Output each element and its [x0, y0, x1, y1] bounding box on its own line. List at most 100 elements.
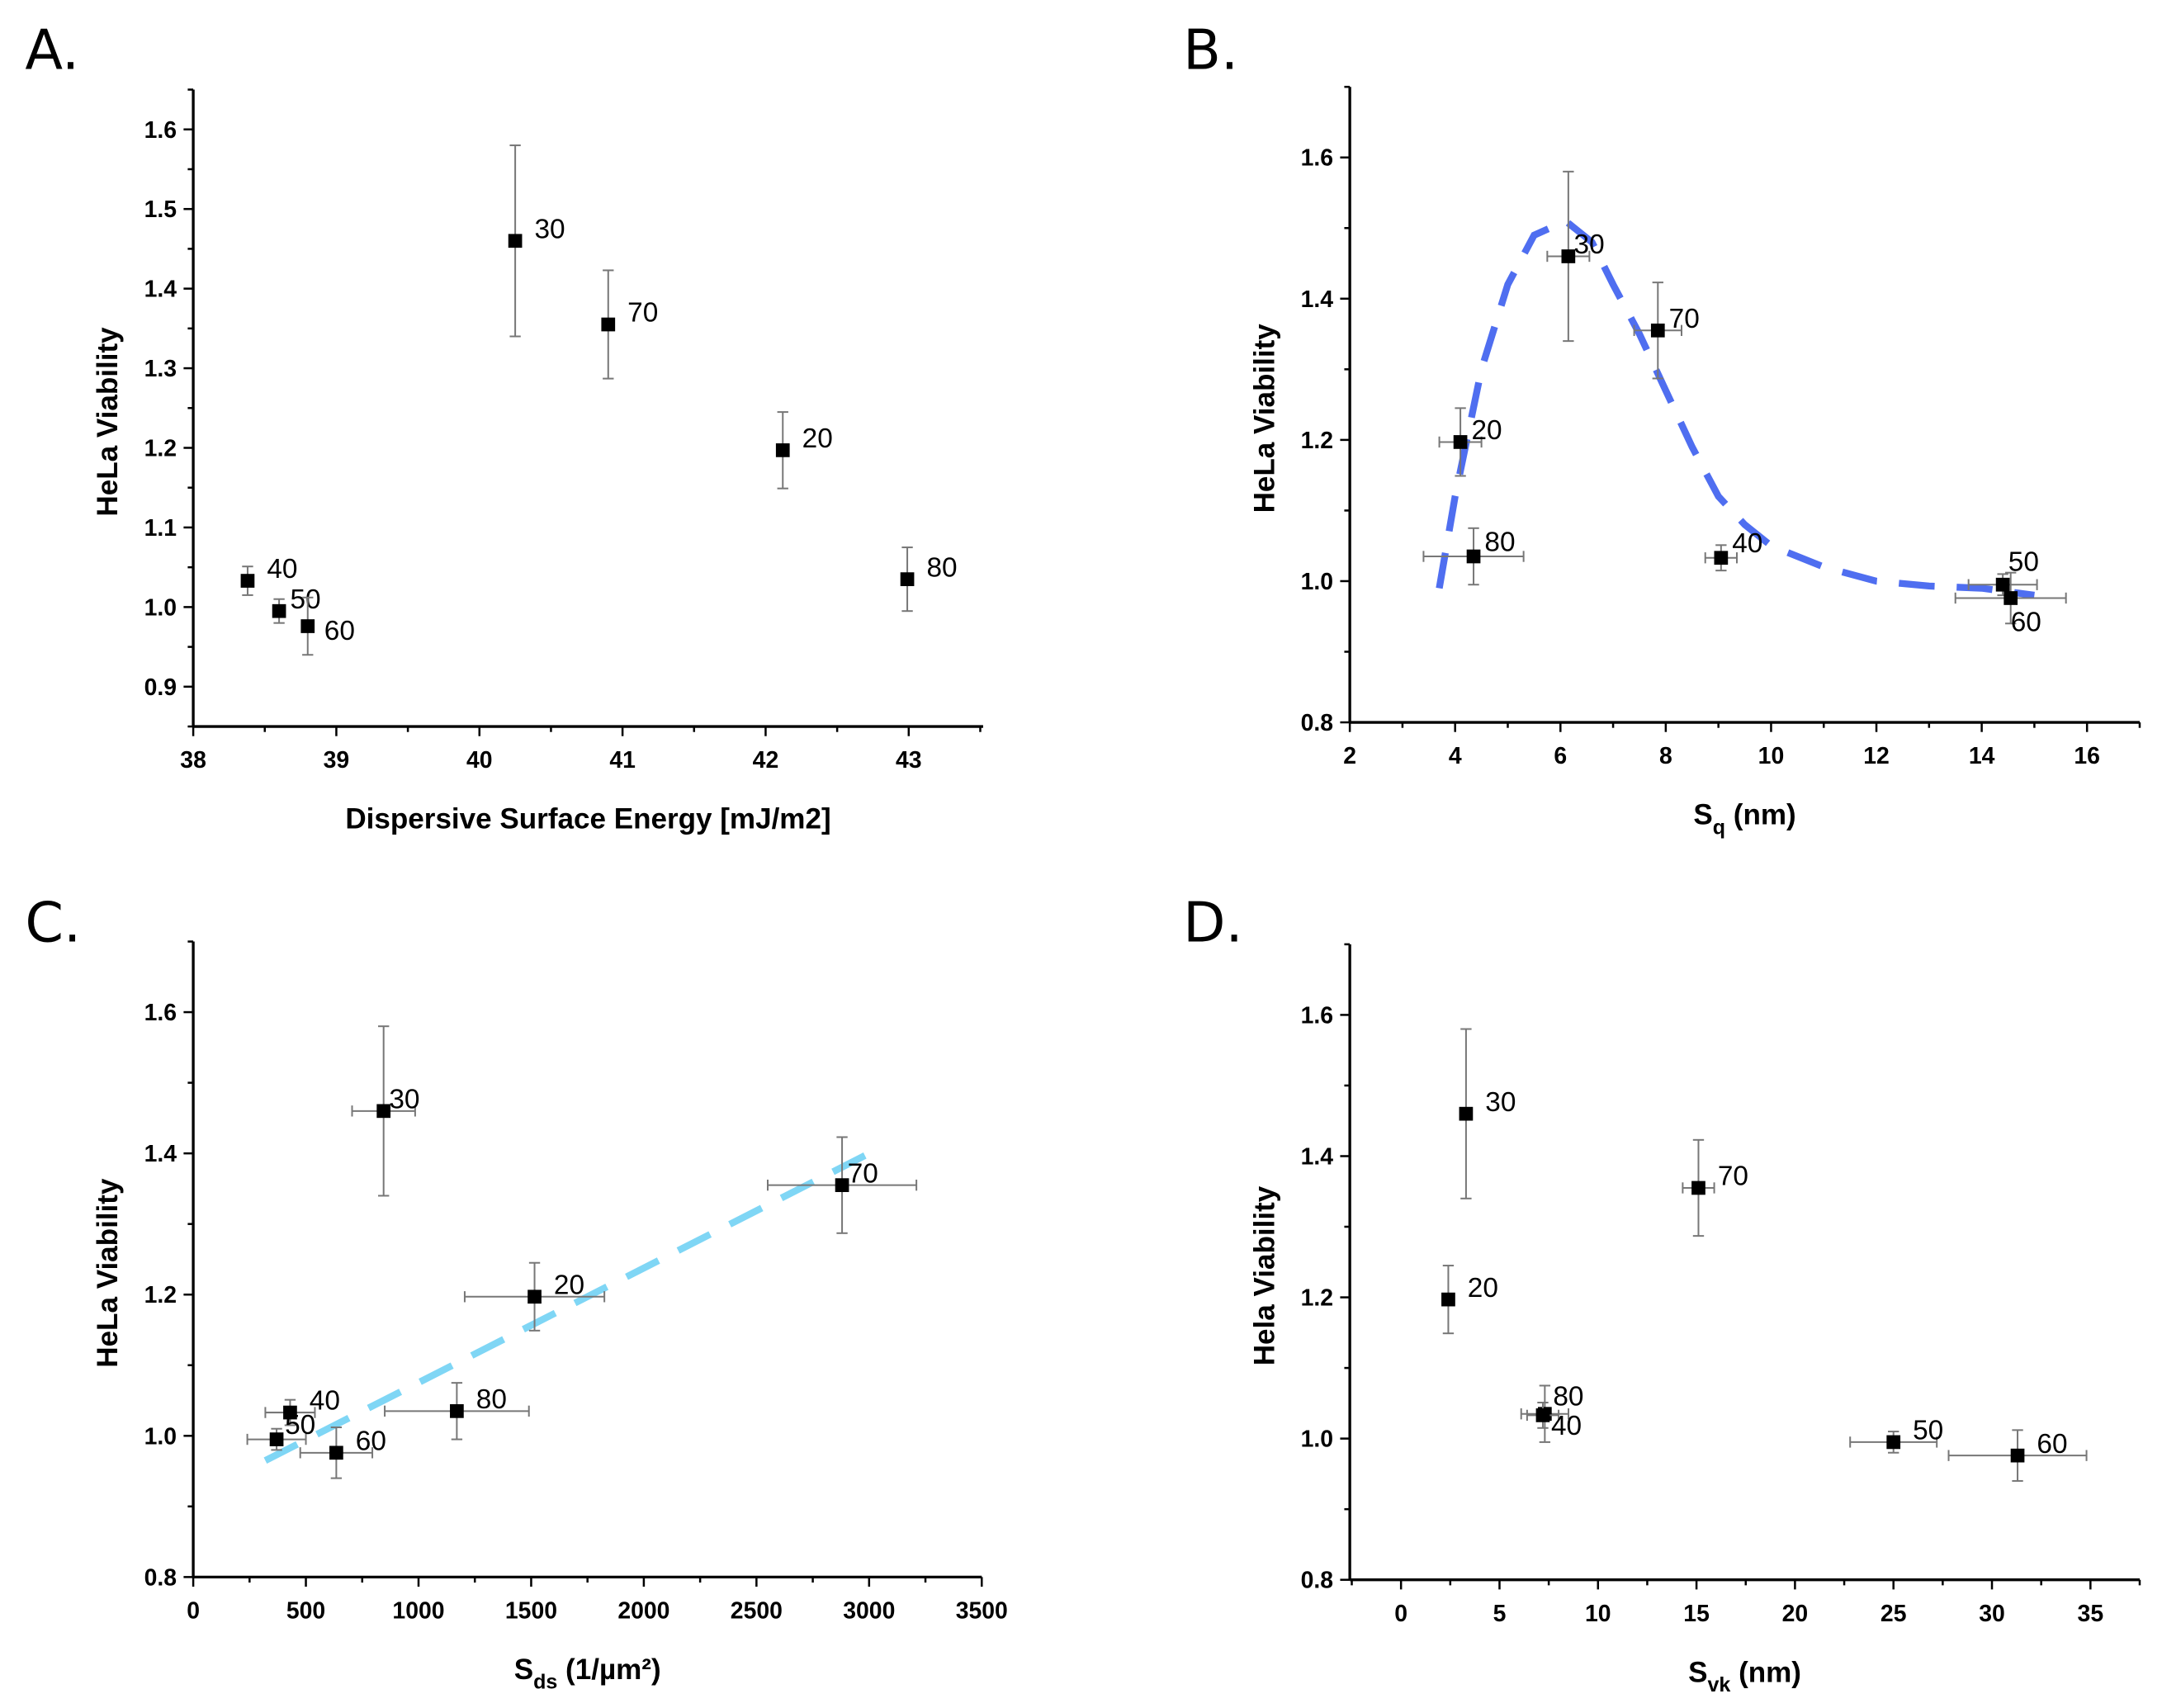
y-tick-label: 1.2 — [1301, 428, 1333, 454]
x-tick-label: 0 — [187, 1597, 200, 1624]
y-axis-label: HeLa Viability — [1248, 324, 1280, 513]
data-point-30: 30 — [508, 144, 565, 338]
y-tick-label: 1.4 — [1301, 286, 1334, 313]
y-tick-label: 1.4 — [1301, 1144, 1334, 1171]
y-tick-label: 1.6 — [1301, 145, 1333, 172]
y-tick-label: 1.4 — [144, 277, 177, 303]
data-label: 80 — [1484, 527, 1515, 557]
data-marker — [1459, 1106, 1474, 1121]
x-axis-label: Svk (nm) — [1688, 1656, 1801, 1696]
data-marker — [329, 1445, 343, 1460]
data-point-20: 20 — [775, 411, 833, 490]
data-marker — [283, 1405, 297, 1420]
data-label: 40 — [1732, 528, 1762, 559]
data-label: 30 — [389, 1084, 419, 1114]
fit-curve — [263, 1150, 871, 1464]
data-label: 30 — [1574, 229, 1605, 260]
data-label: 50 — [285, 1410, 315, 1441]
y-tick-label: 1.6 — [1301, 1002, 1333, 1029]
data-label: 70 — [1669, 304, 1700, 334]
data-label: 20 — [802, 423, 833, 454]
data-marker — [1535, 1408, 1550, 1422]
data-point-40: 40 — [1526, 1402, 1582, 1441]
panel-label: B. — [1183, 17, 1238, 82]
data-marker — [1650, 323, 1665, 338]
x-tick-label: 500 — [286, 1597, 325, 1624]
data-marker — [300, 619, 315, 633]
y-tick-label: 1.4 — [144, 1141, 177, 1167]
x-axis-label: Sds (1/µm²) — [514, 1654, 661, 1694]
panel-label: D. — [1183, 891, 1243, 955]
data-label: 70 — [627, 298, 658, 329]
panel-label: C. — [25, 891, 81, 955]
x-tick-label: 2000 — [617, 1597, 669, 1624]
y-axis-label: HeLa Viability — [92, 1178, 124, 1368]
data-marker — [1691, 1180, 1705, 1195]
data-label: 30 — [534, 214, 565, 244]
data-point-80: 80 — [1422, 527, 1525, 586]
fit-curve — [1436, 216, 2035, 599]
data-marker — [2004, 591, 2018, 605]
data-label: 50 — [1913, 1416, 1943, 1446]
data-label: 50 — [290, 584, 320, 615]
x-tick-label: 41 — [609, 747, 636, 774]
data-label: 20 — [554, 1270, 584, 1300]
x-tick-label: 6 — [1554, 743, 1567, 769]
x-axis-label-main: S — [1688, 1656, 1707, 1688]
x-axis-label-main: S — [1693, 799, 1712, 831]
data-marker — [269, 1432, 284, 1446]
y-tick-label: 0.8 — [144, 1564, 177, 1591]
data-label: 20 — [1468, 1273, 1498, 1303]
x-axis-label-main: Dispersive Surface Energy [mJ/m2] — [345, 803, 830, 835]
data-point-40: 40 — [240, 554, 297, 596]
y-tick-label: 0.9 — [144, 674, 177, 701]
y-tick-label: 1.5 — [144, 196, 177, 223]
data-marker — [272, 603, 286, 618]
data-marker — [900, 572, 915, 586]
data-marker — [508, 234, 523, 248]
y-tick-label: 0.8 — [1301, 710, 1333, 736]
x-tick-label: 15 — [1683, 1601, 1710, 1627]
data-point-50: 50 — [1849, 1416, 1943, 1454]
x-axis-label-main: S — [514, 1654, 533, 1686]
y-tick-label: 1.6 — [144, 117, 177, 144]
data-label: 70 — [848, 1158, 878, 1189]
data-label: 40 — [310, 1386, 340, 1417]
data-point-20: 20 — [1438, 407, 1502, 477]
x-tick-label: 2500 — [731, 1597, 783, 1624]
data-point-80: 80 — [900, 546, 958, 613]
x-tick-label: 38 — [180, 747, 206, 774]
x-tick-label: 2 — [1343, 743, 1356, 769]
data-label: 70 — [1718, 1162, 1748, 1192]
chart-panel-a: A. 38 39 40 41 42 43 0.9 1.0 1.1 1.2 1.3 1.4 1.5 1.6 Di… — [25, 17, 983, 835]
x-tick-label: 5 — [1493, 1601, 1507, 1627]
x-tick-label: 10 — [1758, 743, 1785, 769]
data-point-50: 50 — [272, 584, 321, 624]
y-tick-label: 1.6 — [144, 1000, 177, 1026]
y-tick-label: 1.2 — [144, 436, 177, 462]
data-marker — [376, 1104, 391, 1119]
data-marker — [240, 574, 255, 588]
chart-panel-d: D. 0 5 10 15 20 25 30 35 0.8 1.0 1.2 1.4 1.6 Svk (nm) H… — [1183, 891, 2141, 1696]
x-axis-label-subscript: q — [1713, 816, 1725, 839]
data-marker — [1453, 435, 1468, 449]
data-point-70: 70 — [1682, 1138, 1748, 1237]
data-label: 20 — [1471, 415, 1502, 446]
data-point-70: 70 — [1633, 282, 1700, 380]
x-tick-label: 16 — [2074, 743, 2100, 769]
panel-label: A. — [25, 17, 79, 82]
y-axis-label: Hela Viability — [1248, 1185, 1280, 1365]
data-label: 80 — [1553, 1382, 1583, 1412]
x-tick-label: 43 — [896, 747, 922, 774]
x-axis-label-subscript: ds — [533, 1671, 557, 1694]
data-point-80: 80 — [384, 1382, 530, 1441]
x-axis-label: Dispersive Surface Energy [mJ/m2] — [345, 803, 830, 835]
y-tick-label: 1.3 — [144, 356, 177, 382]
x-tick-label: 25 — [1881, 1601, 1907, 1627]
data-point-50: 50 — [246, 1410, 315, 1451]
x-tick-label: 10 — [1585, 1601, 1611, 1627]
data-label: 60 — [324, 616, 355, 646]
y-tick-label: 1.2 — [1301, 1285, 1333, 1312]
x-tick-label: 1500 — [505, 1597, 557, 1624]
x-axis-label: Sq (nm) — [1693, 799, 1795, 840]
